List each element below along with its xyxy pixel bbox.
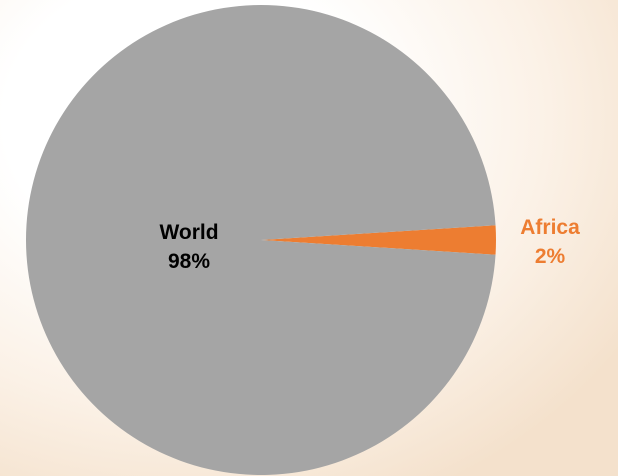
pie-slices bbox=[25, 4, 496, 475]
pie-label-africa: Africa 2% bbox=[520, 216, 580, 268]
pie-label-value: 2% bbox=[535, 245, 566, 268]
pie-label-world: World 98% bbox=[159, 221, 218, 273]
pie-label-value: 98% bbox=[168, 250, 210, 273]
pie-slice-africa bbox=[261, 225, 496, 255]
pie-slice-world bbox=[25, 4, 496, 475]
pie-label-name: World bbox=[159, 221, 218, 244]
pie-labels: Africa 2% World 98% bbox=[159, 216, 580, 273]
pie-label-name: Africa bbox=[520, 216, 580, 239]
